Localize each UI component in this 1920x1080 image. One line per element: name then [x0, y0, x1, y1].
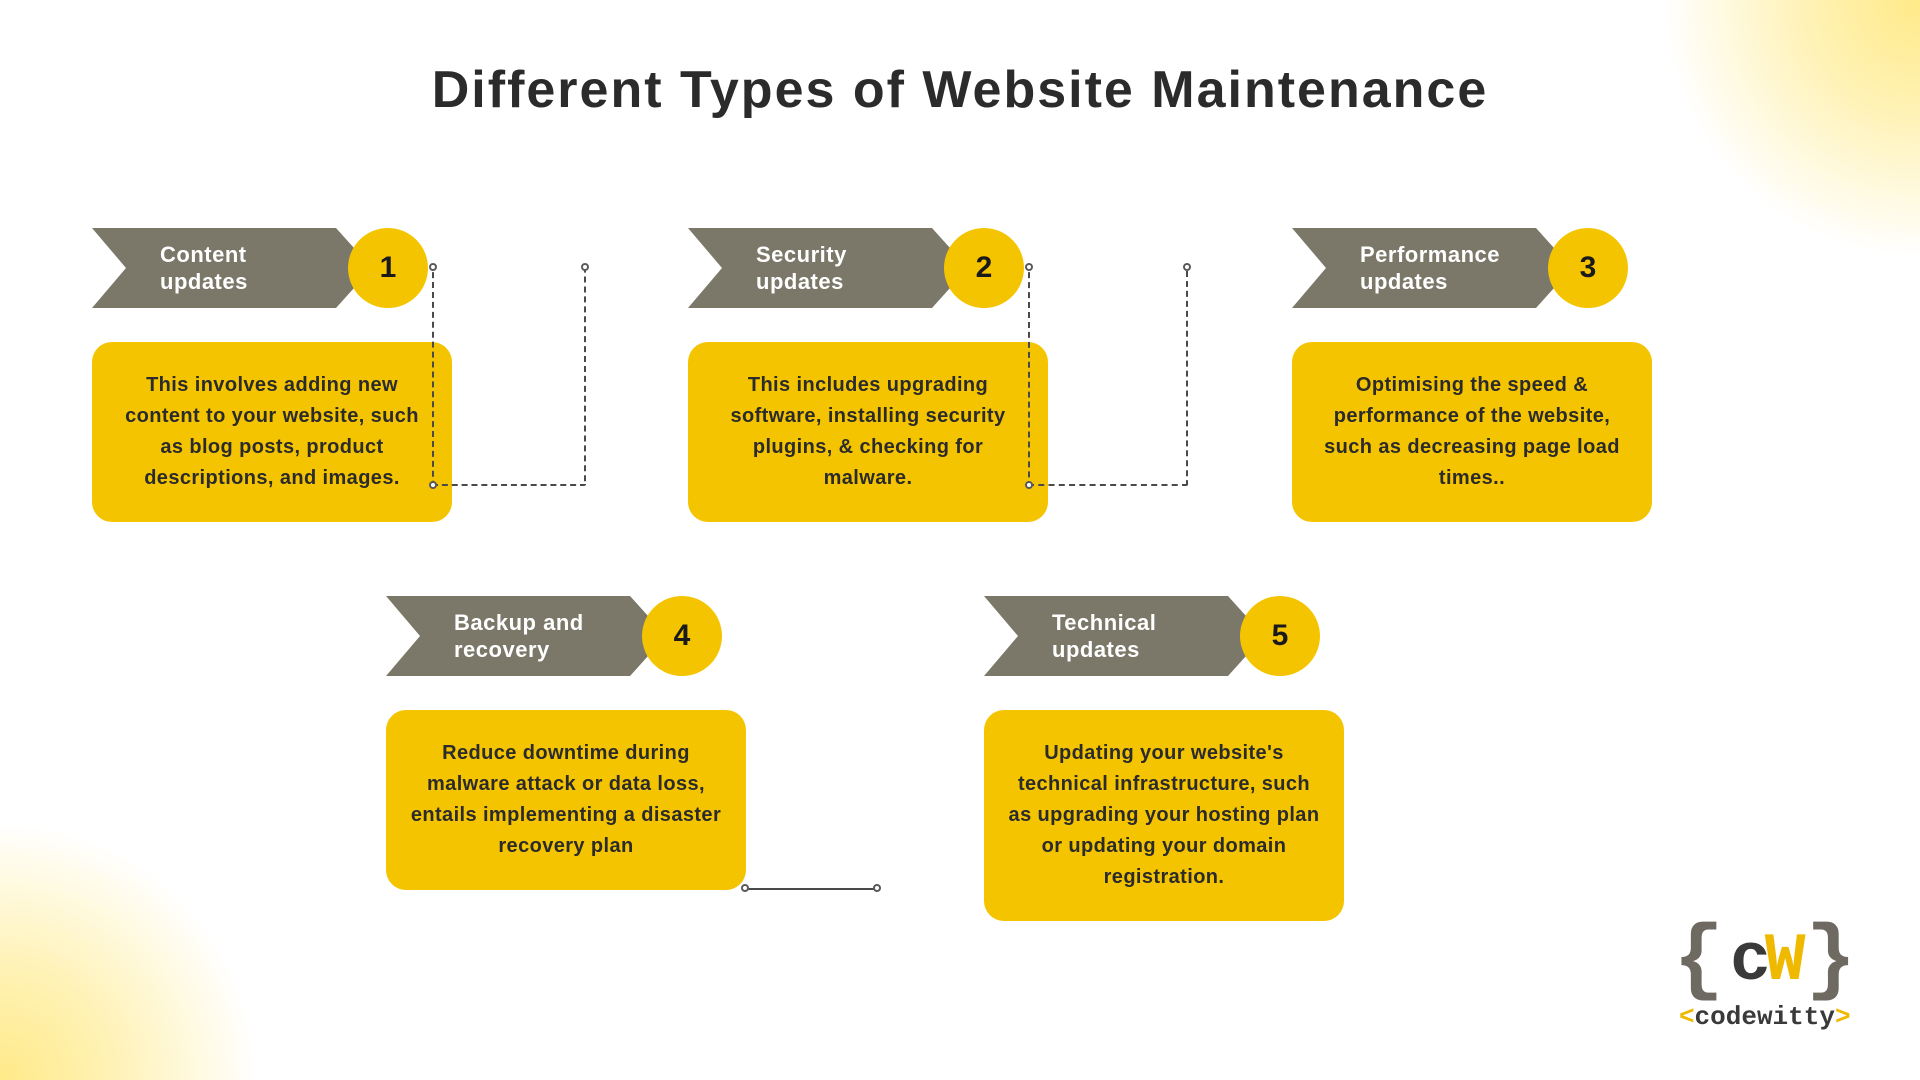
step-number-2: 2	[944, 228, 1024, 308]
chip-label: Backup and recovery	[454, 609, 626, 664]
connector-2	[1028, 268, 1188, 486]
chip-3: Performance updates	[1292, 228, 1572, 308]
maintenance-card-4: Backup and recovery 4 Reduce downtime duri…	[386, 596, 746, 890]
logo-brace-right: }	[1806, 920, 1856, 1004]
maintenance-card-3: Performance updates 3 Optimising the speed…	[1292, 228, 1652, 522]
brand-logo: { cW } <codewitty>	[1674, 920, 1856, 1032]
step-number-5: 5	[1240, 596, 1320, 676]
card-description-4: Reduce downtime during malware attack or…	[386, 710, 746, 890]
connector-1	[432, 268, 586, 486]
chip-label: Content updates	[160, 241, 332, 296]
step-number-3: 3	[1548, 228, 1628, 308]
chip-5: Technical updates	[984, 596, 1264, 676]
corner-glow-top-right	[1660, 0, 1920, 260]
logo-brace-left: {	[1674, 920, 1724, 1004]
step-number-1: 1	[348, 228, 428, 308]
chip-label: Technical updates	[1052, 609, 1224, 664]
connector-3	[746, 888, 876, 890]
maintenance-card-1: Content updates 1 This involves adding new…	[92, 228, 452, 522]
chip-label: Security updates	[756, 241, 928, 296]
logo-tagline: <codewitty>	[1674, 1002, 1856, 1032]
card-description-5: Updating your website's technical infras…	[984, 710, 1344, 921]
chip-2: Security updates	[688, 228, 968, 308]
chip-label: Performance updates	[1360, 241, 1532, 296]
logo-cw: cW	[1730, 928, 1800, 996]
card-description-1: This involves adding new content to your…	[92, 342, 452, 522]
page-title: Different Types of Website Maintenance	[0, 60, 1920, 120]
card-description-3: Optimising the speed & performance of th…	[1292, 342, 1652, 522]
step-number-4: 4	[642, 596, 722, 676]
chip-1: Content updates	[92, 228, 372, 308]
chip-4: Backup and recovery	[386, 596, 666, 676]
card-description-2: This includes upgrading software, instal…	[688, 342, 1048, 522]
maintenance-card-2: Security updates 2 This includes upgrading…	[688, 228, 1048, 522]
corner-glow-bottom-left	[0, 820, 260, 1080]
maintenance-card-5: Technical updates 5 Updating your website'…	[984, 596, 1344, 921]
